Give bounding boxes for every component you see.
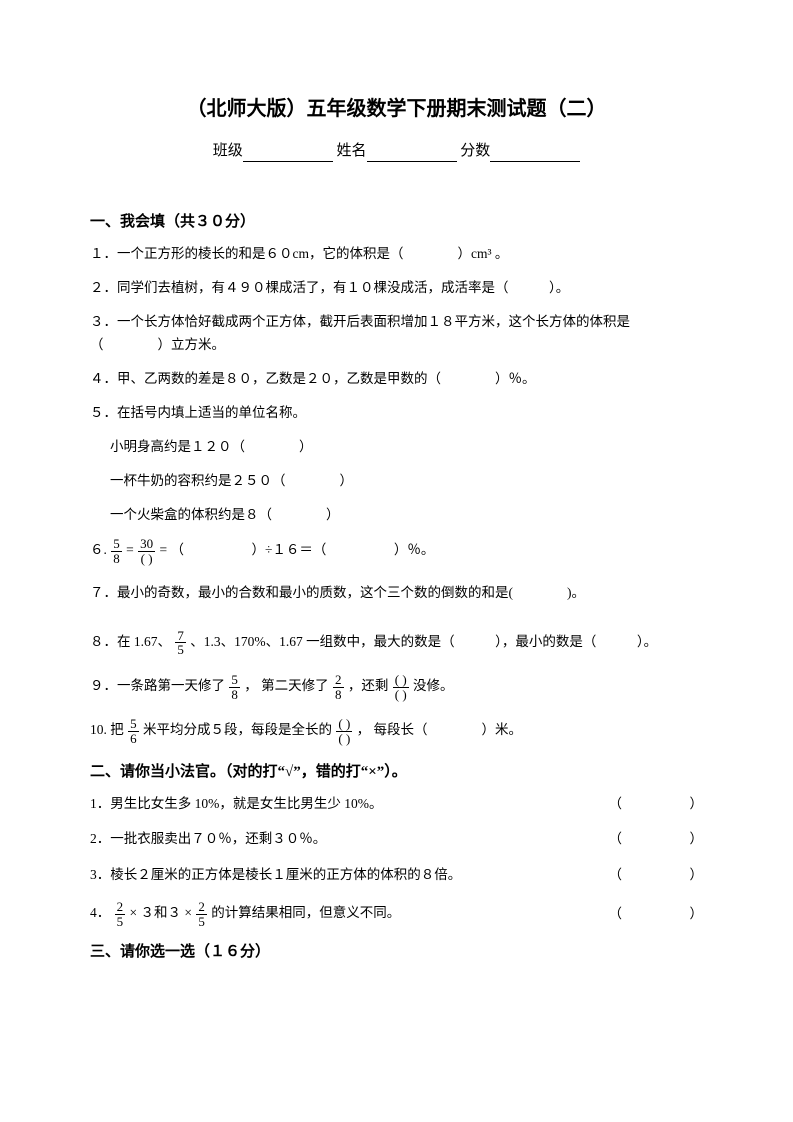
q2-4-paren[interactable]: （ ） bbox=[609, 903, 704, 926]
q2-1: 1．男生比女生多 10%，就是女生比男生少 10%。 （ ） bbox=[90, 793, 703, 816]
fraction-30-blank: 30 ( ) bbox=[138, 537, 155, 565]
q2-3-text: 3．棱长２厘米的正方体是棱长１厘米的正方体的体积的８倍。 bbox=[90, 864, 461, 887]
fraction-blank-blank-2[interactable]: ( ) ( ) bbox=[336, 717, 352, 745]
q1-6-prefix: ６. bbox=[90, 543, 110, 558]
q1-10-a: 10. 把 bbox=[90, 722, 124, 737]
q1-5: ５．在括号内填上适当的单位名称。 bbox=[90, 402, 703, 425]
fraction-7-5: 7 5 bbox=[175, 629, 186, 657]
q1-5b: 一杯牛奶的容积约是２５０（ ） bbox=[90, 470, 703, 493]
q1-6-mid: = （ ）÷１６＝（ ）％。 bbox=[160, 543, 435, 558]
q1-8: ８．在 1.67、 7 5 、1.3、170%、1.67 一组数中，最大的数是（… bbox=[90, 629, 703, 657]
q1-7: ７．最小的奇数，最小的合数和最小的质数，这个三个数的倒数的和是( )。 bbox=[90, 582, 703, 605]
fraction-5-6: 5 6 bbox=[128, 717, 139, 745]
q2-2-paren[interactable]: （ ） bbox=[609, 828, 704, 851]
name-blank[interactable] bbox=[367, 147, 457, 162]
class-blank[interactable] bbox=[243, 147, 333, 162]
q2-3-paren[interactable]: （ ） bbox=[609, 864, 704, 887]
q1-10-c: ， 每段长（ ）米。 bbox=[357, 722, 522, 737]
q2-4-inner: 4． 2 5 × ３和３ × 2 5 的计算结果相同，但意义不同。 bbox=[90, 900, 400, 928]
score-label: 分数 bbox=[460, 143, 490, 159]
q2-2-text: 2．一批衣服卖出７０％，还剩３０％。 bbox=[90, 828, 326, 851]
q1-6: ６. 5 8 = 30 ( ) = （ ）÷１６＝（ ）％。 bbox=[90, 537, 703, 565]
q1-9-d: 没修。 bbox=[413, 678, 454, 693]
q2-4-b: × ３和３ × bbox=[130, 906, 196, 921]
section-1-header: 一、我会填（共３０分） bbox=[90, 212, 703, 233]
q1-10-b: 米平均分成５段，每段是全长的 bbox=[143, 722, 332, 737]
q2-4: 4． 2 5 × ３和３ × 2 5 的计算结果相同，但意义不同。 （ ） bbox=[90, 900, 703, 928]
q2-4-a: 4． bbox=[90, 906, 110, 921]
student-info-row: 班级 姓名 分数 bbox=[90, 141, 703, 162]
fraction-5-8: 5 8 bbox=[111, 537, 122, 565]
q1-4: ４．甲、乙两数的差是８０，乙数是２０，乙数是甲数的（ ）％。 bbox=[90, 368, 703, 391]
q1-10: 10. 把 5 6 米平均分成５段，每段是全长的 ( ) ( ) ， 每段长（ … bbox=[90, 717, 703, 745]
equals-1: = bbox=[126, 543, 137, 558]
exam-title: （北师大版）五年级数学下册期末测试题（二） bbox=[90, 95, 703, 123]
q1-8-prefix: ８．在 1.67、 bbox=[90, 634, 171, 649]
fraction-2-5a: 2 5 bbox=[115, 900, 126, 928]
exam-page: （北师大版）五年级数学下册期末测试题（二） 班级 姓名 分数 一、我会填（共３０… bbox=[0, 0, 793, 1122]
q2-1-paren[interactable]: （ ） bbox=[609, 793, 704, 816]
q1-5a: 小明身高约是１２０（ ） bbox=[90, 436, 703, 459]
fraction-2-8: 2 8 bbox=[333, 673, 344, 701]
fraction-2-5b: 2 5 bbox=[196, 900, 207, 928]
q1-1: １．一个正方形的棱长的和是６０cm，它的体积是（ ）cm³ 。 bbox=[90, 243, 703, 266]
fraction-blank-blank[interactable]: ( ) ( ) bbox=[393, 673, 409, 701]
fraction-5-8b: 5 8 bbox=[229, 673, 240, 701]
q1-2: ２．同学们去植树，有４９０棵成活了，有１０棵没成活，成活率是（ ）。 bbox=[90, 277, 703, 300]
q2-2: 2．一批衣服卖出７０％，还剩３０％。 （ ） bbox=[90, 828, 703, 851]
q2-3: 3．棱长２厘米的正方体是棱长１厘米的正方体的体积的８倍。 （ ） bbox=[90, 864, 703, 887]
q2-4-c: 的计算结果相同，但意义不同。 bbox=[211, 906, 400, 921]
q1-9: ９．一条路第一天修了 5 8 ， 第二天修了 2 8 ，还剩 ( ) ( ) 没… bbox=[90, 673, 703, 701]
q2-1-text: 1．男生比女生多 10%，就是女生比男生少 10%。 bbox=[90, 793, 383, 816]
class-label: 班级 bbox=[213, 143, 243, 159]
name-label: 姓名 bbox=[336, 143, 366, 159]
q1-3: ３．一个长方体恰好截成两个正方体，截开后表面积增加１８平方米，这个长方体的体积是… bbox=[90, 311, 703, 357]
q1-8-suffix: 、1.3、170%、1.67 一组数中，最大的数是（ ），最小的数是（ ）。 bbox=[190, 634, 657, 649]
q1-5c: 一个火柴盒的体积约是８（ ） bbox=[90, 504, 703, 527]
q1-9-b: ， 第二天修了 bbox=[244, 678, 328, 693]
q1-9-a: ９．一条路第一天修了 bbox=[90, 678, 225, 693]
score-blank[interactable] bbox=[490, 147, 580, 162]
section-3-header: 三、请你选一选（１６分） bbox=[90, 942, 703, 963]
q1-9-c: ，还剩 bbox=[348, 678, 389, 693]
section-2-header: 二、请你当小法官。（对的打“√”，错的打“×”）。 bbox=[90, 762, 703, 783]
